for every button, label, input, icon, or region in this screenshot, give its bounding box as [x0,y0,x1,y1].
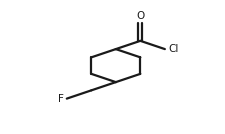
Text: Cl: Cl [167,44,178,54]
Text: O: O [136,11,144,21]
Text: F: F [58,94,63,104]
